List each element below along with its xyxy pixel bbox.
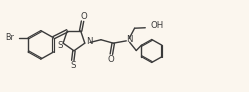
Text: S: S (70, 61, 75, 70)
Text: N: N (86, 37, 92, 46)
Text: Br: Br (6, 33, 14, 42)
Text: OH: OH (150, 21, 164, 30)
Text: O: O (80, 12, 87, 21)
Text: O: O (108, 55, 114, 64)
Text: N: N (126, 35, 132, 44)
Text: S: S (57, 41, 62, 50)
